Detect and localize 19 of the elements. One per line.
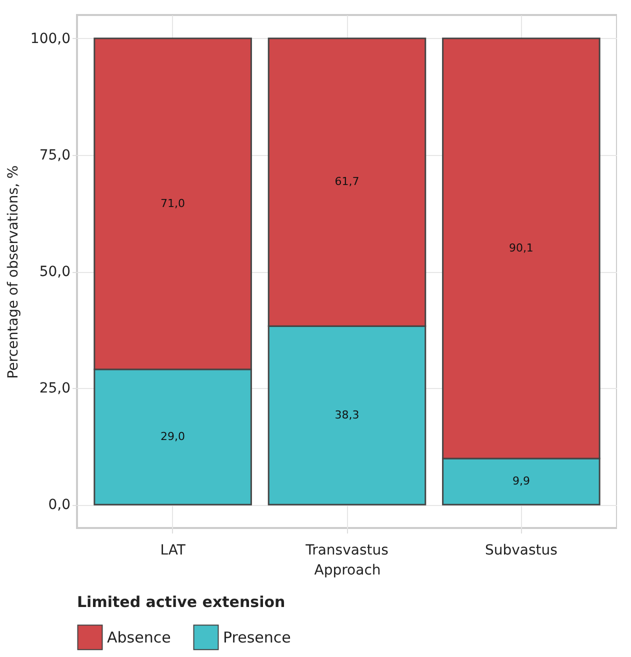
x-tick-label: Subvastus (484, 542, 558, 558)
legend-label: Presence (223, 628, 291, 646)
data-label: 9,9 (512, 474, 530, 488)
y-tick-label: 100,0 (30, 30, 70, 47)
x-tick-label: Transvastus (304, 542, 388, 558)
y-axis-title: Percentage of observations, % (5, 165, 22, 379)
data-label: 61,7 (334, 175, 360, 188)
data-label: 90,1 (508, 241, 534, 254)
data-label: 38,3 (334, 408, 360, 422)
legend-label: Absence (107, 628, 171, 646)
y-tick-label: 0,0 (48, 497, 70, 514)
y-tick-label: 50,0 (39, 264, 70, 280)
data-label: 71,0 (160, 196, 186, 210)
x-tick-label: LAT (160, 542, 186, 558)
legend-title: Limited active extension (77, 593, 286, 611)
y-tick-label: 25,0 (39, 380, 70, 397)
data-label: 29,0 (160, 430, 186, 444)
y-tick-label: 75,0 (39, 147, 70, 164)
x-axis-title: Approach (314, 562, 381, 578)
